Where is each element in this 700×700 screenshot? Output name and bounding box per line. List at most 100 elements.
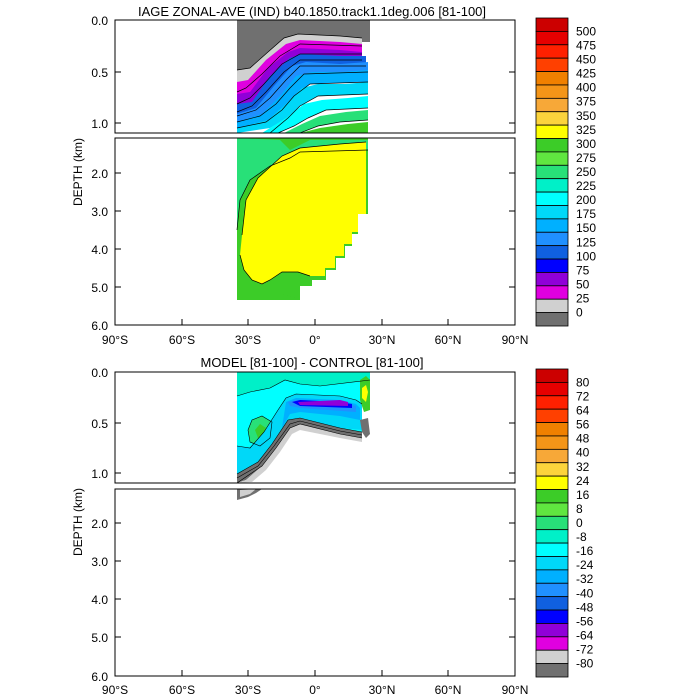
colorbar-swatch [535, 258, 569, 273]
colorbar-swatch [535, 285, 569, 300]
panel-1-ytick-5: 4.0 [91, 243, 108, 257]
panel-1-xtick-0: 90°S [102, 333, 128, 347]
colorbar-swatch [535, 663, 569, 678]
colorbar-swatch [535, 462, 569, 477]
panel-1-colorbar: 5004754504254003753503253002752502252001… [535, 17, 596, 327]
colorbar-label: 48 [576, 432, 590, 446]
colorbar-swatch [535, 623, 569, 638]
colorbar-label: 450 [576, 53, 596, 67]
colorbar-swatch [535, 191, 569, 206]
panel-1-xtick-6: 90°N [502, 333, 529, 347]
colorbar-swatch [535, 97, 569, 113]
colorbar-swatch [535, 368, 569, 383]
colorbar-swatch [535, 636, 569, 651]
colorbar-label: 8 [576, 502, 583, 516]
panel-1-ylabel: DEPTH (km) [71, 138, 85, 206]
panel-2-ylabel: DEPTH (km) [71, 488, 85, 556]
colorbar-label: 425 [576, 67, 596, 81]
colorbar-label: 250 [576, 165, 596, 179]
panel-2-xtick-0: 90°S [102, 683, 128, 697]
panel-2-upper-fill [115, 372, 515, 483]
colorbar-label: -48 [576, 600, 594, 614]
panel-2-ytick-1: 0.5 [91, 417, 108, 431]
colorbar-swatch [535, 448, 569, 464]
colorbar-label: 25 [576, 292, 590, 306]
panel-2: MODEL [81-100] - CONTROL [81-100] [71, 355, 594, 697]
colorbar-swatch [535, 542, 569, 557]
panel-1-title: IAGE ZONAL-AVE (IND) b40.1850.track1.1de… [138, 4, 486, 19]
panel-2-xtick-6: 90°N [502, 683, 529, 697]
panel-1-ytick-4: 3.0 [91, 205, 108, 219]
panel-2-colorbar: 80726456484032241680-8-16-24-32-40-48-56… [535, 368, 594, 678]
colorbar-label: 72 [576, 389, 590, 403]
colorbar-swatch [535, 408, 569, 423]
colorbar-label: 475 [576, 38, 596, 52]
colorbar-label: -72 [576, 643, 594, 657]
panel-2-xtick-1: 60°S [169, 683, 195, 697]
colorbar-swatch [535, 178, 569, 193]
colorbar-swatch [535, 395, 569, 410]
colorbar-label: 16 [576, 488, 590, 502]
colorbar-label: 100 [576, 249, 596, 263]
colorbar-label: 50 [576, 277, 590, 291]
panel-1-xtick-2: 30°S [235, 333, 261, 347]
colorbar-label: 32 [576, 460, 590, 474]
colorbar-label: 325 [576, 123, 596, 137]
colorbar-label: 40 [576, 446, 590, 460]
colorbar-swatch [535, 84, 569, 99]
colorbar-swatch [535, 218, 569, 233]
colorbar-label: 350 [576, 109, 596, 123]
panel-1: IAGE ZONAL-AVE (IND) b40.1850.track1.1de… [71, 4, 596, 347]
panel-1-x-axis: 90°S 60°S 30°S 0° 30°N 60°N 90°N [102, 319, 528, 347]
colorbar-swatch [535, 489, 569, 504]
colorbar-swatch [535, 272, 569, 287]
colorbar-label: -8 [576, 530, 587, 544]
panel-1-lower-fill [115, 138, 515, 325]
colorbar-label: 400 [576, 81, 596, 95]
colorbar-label: 75 [576, 263, 590, 277]
panel-1-y-axis: 0.0 0.5 1.0 2.0 3.0 4.0 5.0 6.0 DEPTH (k… [71, 14, 515, 333]
colorbar-label: -40 [576, 586, 594, 600]
panel-1-xtick-5: 60°N [435, 333, 462, 347]
panel-2-ytick-0: 0.0 [91, 366, 108, 380]
colorbar-swatch [535, 381, 569, 397]
panel-2-lower-fill [237, 489, 262, 500]
panel-2-ytick-3: 2.0 [91, 517, 108, 531]
panel-1-upper-fill [115, 20, 515, 133]
colorbar-label: 80 [576, 375, 590, 389]
panel-1-xtick-3: 0° [309, 333, 321, 347]
colorbar-swatch [535, 138, 569, 153]
colorbar-label: 24 [576, 474, 590, 488]
panel-1-xtick-4: 30°N [369, 333, 396, 347]
colorbar-swatch [535, 649, 569, 665]
colorbar-swatch [535, 124, 569, 139]
colorbar-swatch [535, 312, 569, 327]
colorbar-swatch [535, 231, 569, 247]
panel-2-xtick-3: 0° [309, 683, 321, 697]
colorbar-swatch [535, 435, 569, 450]
panel-1-xtick-1: 60°S [169, 333, 195, 347]
panel-2-xtick-2: 30°S [235, 683, 261, 697]
colorbar-label: 0 [576, 516, 583, 530]
colorbar-label: 64 [576, 404, 590, 418]
colorbar-swatch [535, 57, 569, 72]
panel-2-lower-frame [114, 488, 516, 677]
colorbar-label: 125 [576, 235, 596, 249]
colorbar-swatch [535, 30, 569, 46]
panel-1-ytick-2: 1.0 [91, 117, 108, 131]
colorbar-swatch [535, 44, 569, 59]
colorbar-label: 375 [576, 95, 596, 109]
colorbar-label: 175 [576, 207, 596, 221]
panel-2-ytick-7: 6.0 [91, 670, 108, 684]
panel-2-ytick-2: 1.0 [91, 467, 108, 481]
panel-2-x-axis: 90°S 60°S 30°S 0° 30°N 60°N 90°N [102, 670, 528, 697]
colorbar-label: -32 [576, 572, 594, 586]
colorbar-swatch [535, 205, 569, 220]
panel-1-upper-frame [114, 19, 516, 134]
colorbar-swatch [535, 569, 569, 584]
colorbar-swatch [535, 111, 569, 126]
colorbar-swatch [535, 71, 569, 86]
colorbar-label: 0 [576, 306, 583, 320]
colorbar-swatch [535, 582, 569, 598]
colorbar-label: 275 [576, 151, 596, 165]
